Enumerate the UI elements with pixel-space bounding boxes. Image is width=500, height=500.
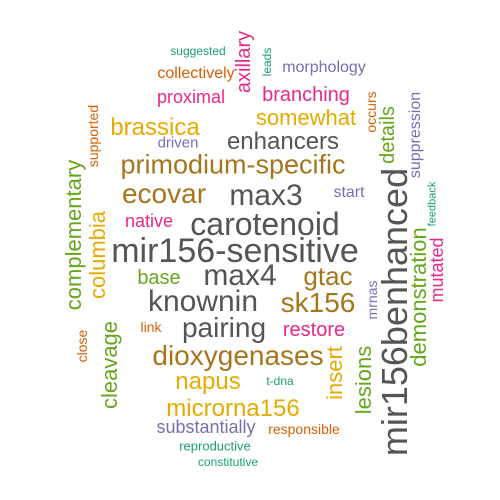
word-start: start <box>333 184 365 201</box>
word-mrnas: mrnas <box>364 280 380 320</box>
word-supported: supported <box>85 104 101 168</box>
word-mir156-sensitive: mir156-sensitive <box>111 232 359 270</box>
word-details: details <box>377 106 399 164</box>
word-occurs: occurs <box>363 91 379 133</box>
word-enhancers: enhancers <box>226 128 340 155</box>
word-insert: insert <box>322 346 347 400</box>
word-leads: leads <box>260 47 274 77</box>
word-collectively: collectively <box>157 65 235 82</box>
word-substantially: substantially <box>156 417 256 437</box>
word-responsible: responsible <box>268 421 340 437</box>
word-knownin: knownin <box>147 285 259 318</box>
word-constitutive: constitutive <box>197 455 259 469</box>
word-gtac: gtac <box>303 261 353 291</box>
word-dioxygenases: dioxygenases <box>152 340 324 371</box>
word-reproductive: reproductive <box>179 438 251 454</box>
word-pairing: pairing <box>181 312 267 343</box>
word-feedback: feedback <box>426 181 439 227</box>
word-carotenoid: carotenoid <box>190 206 340 242</box>
word-proximal: proximal <box>156 87 226 107</box>
word-cleavage: cleavage <box>97 320 122 410</box>
word-sk156: sk156 <box>280 287 356 318</box>
word-max3: max3 <box>229 179 303 212</box>
word-suggested: suggested <box>170 44 226 58</box>
word-max4: max4 <box>203 259 277 292</box>
word-complementary: complementary <box>61 159 86 311</box>
word-suppression: suppression <box>407 91 424 179</box>
word-microrna156: microrna156 <box>166 395 300 422</box>
word-base: base <box>137 267 181 289</box>
word-native: native <box>124 211 174 231</box>
word-driven: driven <box>157 134 199 152</box>
word-mutated: mutated <box>427 237 447 303</box>
word-primodium-specific: primodium-specific <box>120 149 346 180</box>
word-link: link <box>140 319 162 335</box>
word-morphology: morphology <box>282 59 366 76</box>
word-brassica: brassica <box>110 114 200 141</box>
word-somewhat: somewhat <box>255 105 357 130</box>
word-columbia: columbia <box>85 210 110 300</box>
word-axillary: axillary <box>233 30 255 94</box>
word-close: close <box>74 329 90 363</box>
word-napus: napus <box>175 368 241 395</box>
word-lesions: lesions <box>351 345 376 415</box>
word-branching: branching <box>262 84 350 106</box>
word-restore: restore <box>282 319 346 341</box>
word-ecovar: ecovar <box>121 178 207 209</box>
word-t-dna: t-dna <box>266 374 294 388</box>
